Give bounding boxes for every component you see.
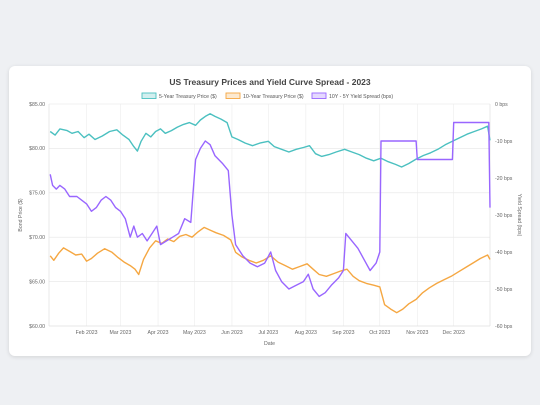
chart-card: US Treasury Prices and Yield Curve Sprea… xyxy=(9,66,531,356)
x-tick-label: Nov 2023 xyxy=(406,330,428,336)
y-right-tick-label: -50 bps xyxy=(495,287,513,293)
legend-swatch-1 xyxy=(141,92,157,99)
y-left-tick-label: $60.00 xyxy=(29,324,45,330)
legend-label-3: 10Y - 5Y Yield Spread (bps) xyxy=(329,94,393,100)
x-tick-label: May 2023 xyxy=(183,330,206,336)
y-right-axis-label: Yield Spread (bps) xyxy=(516,194,522,237)
legend-label-1: 5-Year Treasury Price ($) xyxy=(159,94,217,100)
y-left-tick-label: $75.00 xyxy=(29,191,45,197)
y-left-tick-label: $65.00 xyxy=(29,279,45,285)
x-tick-label: Apr 2023 xyxy=(148,330,169,336)
chart-svg: $60.00 $65.00 $70.00 $75.00 $80.00 $85.00 -60 … xyxy=(18,92,522,347)
legend-swatch-3 xyxy=(311,92,327,99)
y-left-tick-label: $85.00 xyxy=(29,102,45,108)
legend-label-2: 10-Year Treasury Price ($) xyxy=(243,94,304,100)
y-left-tick-label: $80.00 xyxy=(29,146,45,152)
series-line-3 xyxy=(49,121,491,298)
x-tick-label: Aug 2023 xyxy=(295,330,317,336)
x-tick-label: Mar 2023 xyxy=(110,330,132,336)
y-right-tick-label: -10 bps xyxy=(495,139,513,145)
x-tick-label: Sep 2023 xyxy=(332,330,354,336)
series-line-2 xyxy=(49,226,491,314)
legend: 5-Year Treasury Price ($) 10-Year Treasur… xyxy=(141,92,393,100)
x-tick-label: Jun 2023 xyxy=(221,330,242,336)
axes: $60.00 $65.00 $70.00 $75.00 $80.00 $85.00 -60 … xyxy=(18,102,522,347)
y-left-axis-label: Bond Price ($) xyxy=(18,198,24,231)
y-right-tick-label: -30 bps xyxy=(495,213,513,219)
x-axis-label: Date xyxy=(264,341,275,347)
x-tick-label: Feb 2023 xyxy=(76,330,98,336)
x-tick-label: Oct 2023 xyxy=(369,330,390,336)
y-right-tick-label: -40 bps xyxy=(495,250,513,256)
series-line-1 xyxy=(49,113,491,168)
legend-swatch-2 xyxy=(225,92,241,99)
x-tick-label: Jul 2023 xyxy=(258,330,278,336)
y-right-tick-label: -20 bps xyxy=(495,176,513,182)
chart-title: US Treasury Prices and Yield Curve Sprea… xyxy=(169,77,371,87)
y-right-tick-label: -60 bps xyxy=(495,324,513,330)
y-left-tick-label: $70.00 xyxy=(29,235,45,241)
series-lines xyxy=(49,113,491,314)
x-tick-label: Dec 2023 xyxy=(443,330,465,336)
y-right-tick-label: 0 bps xyxy=(495,102,508,108)
